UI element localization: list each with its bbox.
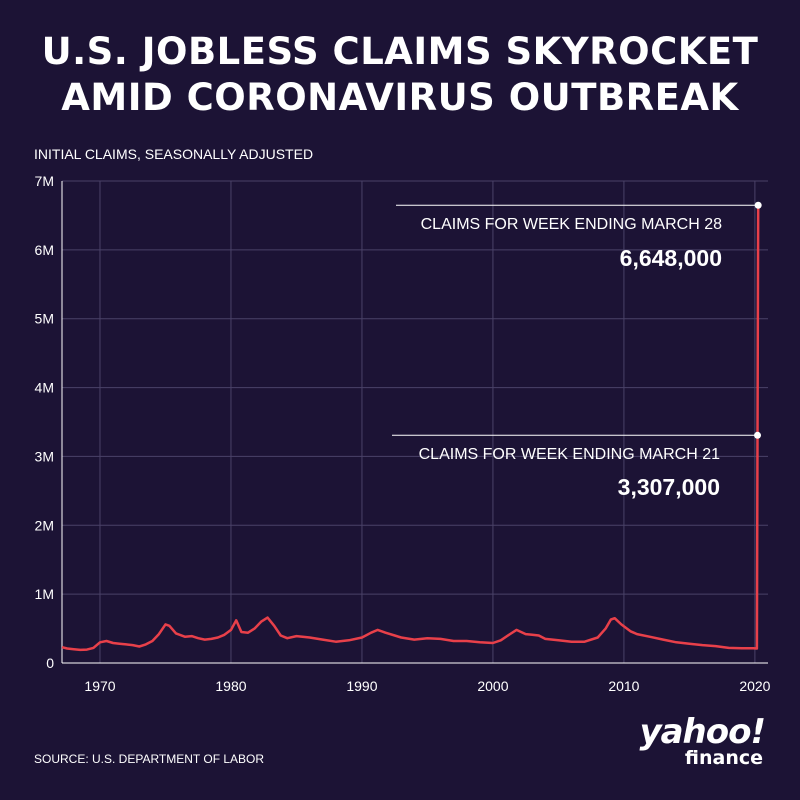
annotation-point bbox=[754, 431, 762, 439]
title-line-1: U.S. JOBLESS CLAIMS SKYROCKET bbox=[41, 30, 759, 73]
y-axis-label: INITIAL CLAIMS, SEASONALLY ADJUSTED bbox=[34, 146, 314, 162]
annotation-label: CLAIMS FOR WEEK ENDING MARCH 28 bbox=[421, 216, 722, 233]
claims-series-line bbox=[61, 205, 760, 652]
source-note: SOURCE: U.S. DEPARTMENT OF LABOR bbox=[34, 752, 265, 766]
y-tick-label: 7M bbox=[35, 173, 54, 189]
axes: 0 1M 2M 3M 4M 5M 6M 7M 1970 1980 1990 2000 2010 2020 bbox=[35, 173, 771, 694]
x-tick-label: 1970 bbox=[84, 678, 115, 694]
y-tick-label: 4M bbox=[35, 380, 54, 396]
annotation-value: 3,307,000 bbox=[618, 474, 720, 500]
y-tick-label: 3M bbox=[35, 448, 54, 464]
y-tick-label: 1M bbox=[35, 586, 54, 602]
x-tick-label: 1990 bbox=[346, 678, 377, 694]
annotation-value: 6,648,000 bbox=[620, 245, 722, 271]
x-tick-label: 1980 bbox=[215, 678, 246, 694]
yahoo-finance-logo: yahoo! finance bbox=[628, 712, 773, 772]
y-tick-label: 2M bbox=[35, 517, 54, 533]
title-line-2: AMID CORONAVIRUS OUTBREAK bbox=[61, 76, 739, 119]
logo-finance-text: finance bbox=[684, 747, 763, 769]
series bbox=[61, 205, 760, 652]
y-tick-label: 0 bbox=[46, 655, 54, 671]
y-tick-label: 5M bbox=[35, 311, 54, 327]
x-tick-label: 2000 bbox=[477, 678, 508, 694]
y-tick-label: 6M bbox=[35, 242, 54, 258]
x-tick-label: 2020 bbox=[739, 678, 770, 694]
x-tick-label: 2010 bbox=[608, 678, 639, 694]
logo-yahoo-text: yahoo! bbox=[639, 712, 766, 752]
annotation-label: CLAIMS FOR WEEK ENDING MARCH 21 bbox=[419, 446, 720, 463]
annotation-point bbox=[754, 201, 762, 209]
annotations: CLAIMS FOR WEEK ENDING MARCH 28 6,648,000… bbox=[392, 201, 762, 500]
grid bbox=[62, 180, 768, 663]
